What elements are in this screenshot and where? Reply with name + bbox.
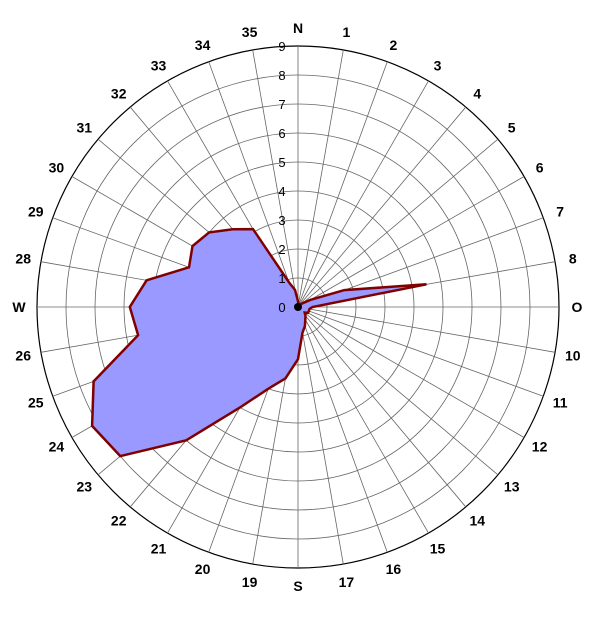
series-area-0 bbox=[90, 227, 427, 458]
r-tick-label: 0 bbox=[278, 300, 285, 315]
spoke-16 bbox=[297, 306, 388, 553]
direction-label-S: S bbox=[293, 578, 302, 594]
direction-label-11: 11 bbox=[553, 394, 568, 410]
direction-label-19: 19 bbox=[242, 574, 258, 590]
spoke-3 bbox=[297, 80, 429, 308]
spoke-11 bbox=[297, 306, 544, 397]
direction-label-30: 30 bbox=[49, 160, 65, 176]
direction-label-10: 10 bbox=[565, 347, 581, 363]
direction-label-4: 4 bbox=[473, 85, 481, 101]
direction-label-3: 3 bbox=[434, 57, 442, 73]
direction-label-7: 7 bbox=[556, 204, 564, 220]
r-tick-label: 2 bbox=[278, 242, 285, 257]
direction-label-32: 32 bbox=[111, 85, 127, 101]
direction-label-5: 5 bbox=[508, 120, 516, 136]
r-tick-label: 9 bbox=[278, 39, 285, 54]
spoke-17 bbox=[297, 306, 344, 565]
spoke-34 bbox=[208, 61, 299, 308]
direction-label-31: 31 bbox=[77, 120, 93, 136]
direction-label-15: 15 bbox=[430, 541, 446, 557]
direction-labels: N 12345678O1011121314151617S1920212223242… bbox=[12, 20, 582, 594]
direction-label-O: O bbox=[572, 299, 583, 315]
r-tick-label: 4 bbox=[278, 184, 285, 199]
spoke-1 bbox=[297, 49, 344, 308]
direction-label-1: 1 bbox=[343, 24, 351, 40]
r-tick-label: 5 bbox=[278, 155, 285, 170]
spoke-15 bbox=[297, 306, 429, 534]
center-dot bbox=[294, 303, 302, 311]
direction-label-22: 22 bbox=[111, 513, 127, 529]
spoke-5 bbox=[297, 138, 499, 308]
direction-label-6: 6 bbox=[536, 160, 544, 176]
direction-label-13: 13 bbox=[504, 478, 520, 494]
direction-label-26: 26 bbox=[15, 347, 31, 363]
series-layer bbox=[90, 227, 427, 458]
r-tick-label: 3 bbox=[278, 213, 285, 228]
direction-label-2: 2 bbox=[390, 37, 398, 53]
direction-label-28: 28 bbox=[15, 251, 31, 267]
spoke-10 bbox=[297, 306, 556, 353]
spoke-13 bbox=[297, 306, 499, 476]
direction-label-33: 33 bbox=[151, 57, 167, 73]
radial-tick-labels: 0 1 2 3 4 5 6 7 8 9 bbox=[278, 39, 285, 315]
direction-label-20: 20 bbox=[195, 561, 211, 577]
r-tick-label: 6 bbox=[278, 126, 285, 141]
r-tick-label: 1 bbox=[278, 271, 285, 286]
direction-label-14: 14 bbox=[470, 513, 486, 529]
spoke-4 bbox=[297, 106, 467, 308]
r-tick-label: 7 bbox=[278, 97, 285, 112]
spoke-14 bbox=[297, 306, 467, 508]
direction-label-35: 35 bbox=[242, 24, 258, 40]
direction-label-12: 12 bbox=[532, 439, 548, 455]
spoke-12 bbox=[297, 306, 525, 438]
spoke-35 bbox=[252, 49, 299, 308]
r-tick-label: 8 bbox=[278, 68, 285, 83]
direction-label-29: 29 bbox=[28, 204, 44, 220]
direction-label-25: 25 bbox=[28, 394, 44, 410]
direction-label-23: 23 bbox=[77, 478, 93, 494]
direction-label-W: W bbox=[12, 299, 26, 315]
direction-label-17: 17 bbox=[339, 574, 355, 590]
direction-label-24: 24 bbox=[49, 439, 65, 455]
direction-label-16: 16 bbox=[386, 561, 402, 577]
direction-label-8: 8 bbox=[569, 251, 577, 267]
spoke-6 bbox=[297, 176, 525, 308]
direction-label-21: 21 bbox=[151, 541, 167, 557]
direction-label-34: 34 bbox=[195, 37, 211, 53]
spoke-2 bbox=[297, 61, 388, 308]
direction-label-N: N bbox=[293, 20, 303, 36]
